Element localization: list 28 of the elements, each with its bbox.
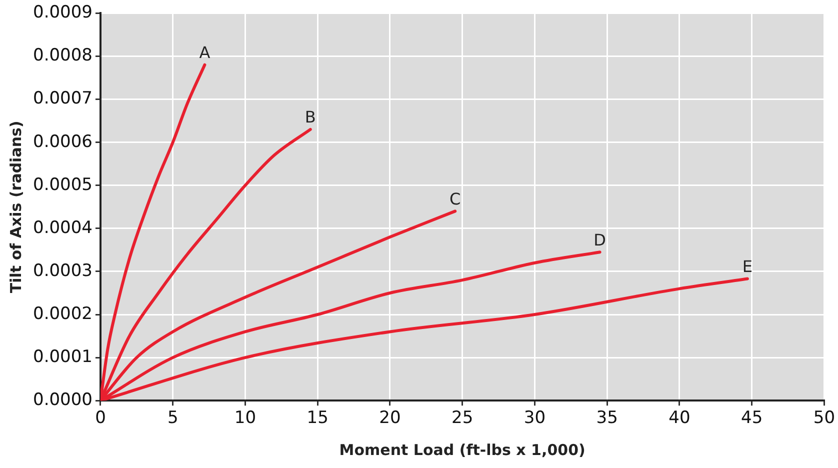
- x-tick-label: 15: [306, 408, 328, 428]
- y-tick-label: 0.0009: [33, 2, 92, 23]
- x-tick-label: 45: [740, 408, 763, 428]
- x-tick-label: 30: [524, 408, 546, 428]
- x-tick-label: 40: [668, 408, 690, 428]
- y-tick-label: 0.0004: [33, 218, 92, 238]
- series-label: C: [450, 189, 461, 208]
- x-tick-label: 50: [813, 408, 836, 428]
- y-tick-label: 0.0000: [33, 390, 92, 410]
- x-tick-label: 10: [234, 408, 256, 428]
- series-label: A: [199, 43, 210, 62]
- x-tick-label: 0: [95, 408, 106, 428]
- y-tick-label: 0.0003: [33, 260, 92, 281]
- y-tick-label: 0.0006: [33, 132, 92, 152]
- series-label: E: [742, 256, 753, 276]
- y-tick-label: 0.0007: [33, 88, 92, 109]
- x-tick-label: 5: [167, 408, 178, 428]
- y-tick-label: 0.0005: [33, 174, 92, 195]
- x-tick-label: 35: [596, 408, 618, 428]
- x-axis-title: Moment Load (ft-lbs x 1,000): [339, 440, 586, 459]
- x-tick-label: 25: [452, 408, 474, 428]
- y-tick-label: 0.0001: [33, 346, 92, 367]
- y-axis-title: Tilt of Axis (radians): [6, 120, 25, 294]
- series-label: B: [304, 108, 316, 127]
- y-tick-label: 0.0008: [33, 46, 92, 66]
- y-tick-label: 0.0002: [33, 304, 92, 324]
- x-tick-label: 20: [379, 408, 401, 428]
- series-label: D: [594, 230, 606, 250]
